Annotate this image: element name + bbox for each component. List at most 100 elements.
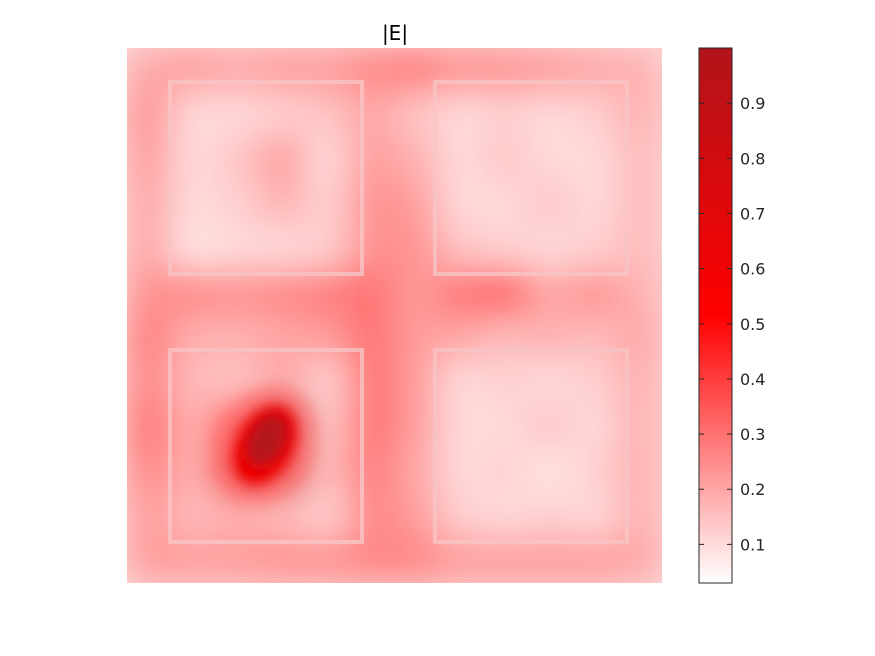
chart-title: |E| <box>382 21 408 45</box>
heatmap-cell <box>127 314 173 362</box>
heatmap-cell <box>170 180 218 228</box>
heatmap-cell <box>393 448 441 495</box>
heatmap-cell <box>616 91 662 139</box>
heatmap-cell <box>127 269 173 317</box>
heatmap-cell <box>482 269 530 317</box>
heatmap-cell <box>571 48 619 94</box>
heatmap-cell <box>438 225 485 272</box>
heatmap-cell <box>304 180 351 228</box>
heatmap-cell <box>527 403 574 451</box>
heatmap-cell <box>438 180 485 228</box>
heatmap-cell <box>616 448 662 495</box>
heatmap-cell <box>127 359 173 406</box>
heatmap-cell <box>304 136 351 183</box>
heatmap-cell <box>527 448 574 495</box>
heatmap-cell <box>348 492 396 540</box>
colorbar-tick-label: 0.6 <box>740 260 765 279</box>
heatmap-cell <box>259 537 307 583</box>
square-outlines <box>168 80 629 544</box>
heatmap-cell <box>527 492 574 540</box>
heatmap-cell <box>170 48 218 94</box>
heatmap-cell <box>170 492 218 540</box>
heatmap-cell <box>482 91 530 139</box>
heatmap-cell <box>348 448 396 495</box>
colorbar-tick-label: 0.2 <box>740 480 765 499</box>
heatmap-cell <box>304 269 351 317</box>
heatmap-cell <box>438 403 485 451</box>
heatmap-cell <box>259 180 307 228</box>
heatmap-cell <box>616 48 662 94</box>
heatmap-cell <box>571 492 619 540</box>
heatmap-cell <box>616 403 662 451</box>
heatmap-cell <box>259 48 307 94</box>
heatmap-cells <box>127 48 662 583</box>
heatmap-cell <box>393 359 441 406</box>
heatmap-cell <box>348 136 396 183</box>
heatmap-cell <box>127 136 173 183</box>
heatmap-cell <box>127 448 173 495</box>
heatmap-cell <box>438 448 485 495</box>
heatmap-cell <box>438 136 485 183</box>
hotspot-group <box>212 385 318 505</box>
heatmap-cell <box>571 269 619 317</box>
heatmap-cell <box>393 180 441 228</box>
heatmap-cell <box>438 492 485 540</box>
heatmap-cell <box>616 492 662 540</box>
heatmap-cell <box>571 91 619 139</box>
heatmap-cell <box>170 448 218 495</box>
heatmap-cell <box>304 48 351 94</box>
heatmap-cell <box>170 269 218 317</box>
heatmap-cell <box>170 225 218 272</box>
heatmap-cell <box>438 537 485 583</box>
heatmap-cell <box>438 269 485 317</box>
heatmap-cell <box>571 537 619 583</box>
heatmap-cell <box>348 180 396 228</box>
colorbar-tick-label: 0.8 <box>740 149 765 168</box>
heatmap-cell <box>304 314 351 362</box>
heatmap-cell <box>616 180 662 228</box>
heatmap-cell <box>215 180 262 228</box>
heatmap-cell <box>616 225 662 272</box>
heatmap-cell <box>215 537 262 583</box>
heatmap-cell <box>127 537 173 583</box>
heatmap-cell <box>527 91 574 139</box>
heatmap-cell <box>571 448 619 495</box>
colorbar-tick-label: 0.4 <box>740 370 765 389</box>
heatmap-cell <box>348 269 396 317</box>
heatmap-cell <box>170 359 218 406</box>
heatmap-cell <box>348 91 396 139</box>
heatmap-cell <box>304 225 351 272</box>
heatmap-cell <box>482 448 530 495</box>
heatmap-cell <box>438 48 485 94</box>
square-bottom-left <box>168 348 364 544</box>
heatmap-cell <box>170 136 218 183</box>
heatmap-cell <box>127 48 173 94</box>
heatmap-cell <box>527 269 574 317</box>
square-bottom-right <box>433 348 629 544</box>
heatmap-cell <box>438 314 485 362</box>
heatmap-cell <box>215 314 262 362</box>
heatmap-cell <box>348 314 396 362</box>
colorbar-tick-label: 0.7 <box>740 204 765 223</box>
heatmap-cell <box>527 359 574 406</box>
heatmap-cell <box>527 537 574 583</box>
heatmap-cell <box>571 314 619 362</box>
heatmap-cell <box>482 180 530 228</box>
heatmap-cell <box>393 492 441 540</box>
heatmap-cell <box>571 359 619 406</box>
heatmap-cell <box>393 48 441 94</box>
heatmap-cell <box>259 136 307 183</box>
heatmap-cell <box>170 403 218 451</box>
colorbar: 0.1 0.2 0.3 0.4 0.5 0.6 0.7 0.8 0.9 <box>698 47 765 584</box>
heatmap-cell <box>482 136 530 183</box>
heatmap-cell <box>259 314 307 362</box>
heatmap-cell <box>215 91 262 139</box>
heatmap-cell <box>393 136 441 183</box>
heatmap-cell <box>304 492 351 540</box>
heatmap-cell <box>259 91 307 139</box>
heatmap-cell <box>482 225 530 272</box>
heatmap-cell <box>527 225 574 272</box>
square-top-right <box>433 80 629 276</box>
heatmap-cell <box>304 359 351 406</box>
